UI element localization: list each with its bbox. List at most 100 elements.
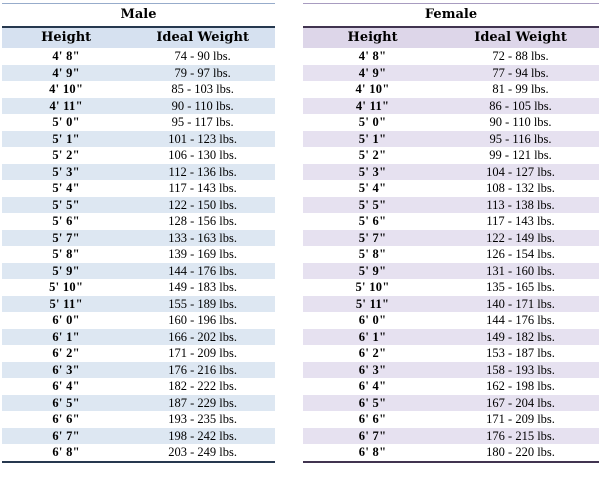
table-row: 5' 9" 131 - 160 lbs.	[303, 262, 599, 279]
ideal-weight-cell: 139 - 169 lbs.	[168, 247, 238, 261]
height-cell: 6' 7"	[358, 428, 387, 443]
height-cell: 5' 7"	[52, 230, 80, 245]
table-row: 6' 6" 193 - 235 lbs.	[2, 411, 275, 428]
table-row: 5' 11" 155 - 189 lbs.	[2, 295, 275, 312]
height-cell: 6' 5"	[52, 395, 80, 410]
height-cell: 6' 3"	[358, 362, 387, 377]
height-cell: 5' 10"	[49, 280, 84, 294]
ideal-weight-cell: 90 - 110 lbs.	[171, 98, 234, 113]
height-cell: 4' 11"	[49, 98, 83, 113]
ideal-weight-cell: 203 - 249 lbs.	[168, 445, 238, 459]
ideal-weight-cell: 160 - 196 lbs.	[168, 313, 238, 327]
ideal-weight-cell: 176 - 215 lbs.	[486, 428, 555, 443]
height-cell: 5' 9"	[358, 263, 387, 278]
table-row: 5' 2" 99 - 121 lbs.	[303, 147, 599, 164]
table-row: 5' 3" 104 - 127 lbs.	[303, 163, 599, 180]
ideal-weight-cell: 182 - 222 lbs.	[168, 379, 238, 393]
table-row: 5' 0" 95 - 117 lbs.	[2, 114, 275, 131]
ideal-weight-cell: 112 - 136 lbs.	[168, 164, 237, 179]
ideal-weight-cell: 140 - 171 lbs.	[486, 296, 555, 311]
height-cell: 6' 8"	[358, 445, 387, 459]
height-cell: 5' 2"	[358, 148, 387, 162]
table-row: 4' 10" 85 - 103 lbs.	[2, 81, 275, 98]
ideal-weight-cell: 135 - 165 lbs.	[486, 280, 555, 294]
ideal-weight-cell: 158 - 193 lbs.	[486, 362, 555, 377]
table-row: 4' 10" 81 - 99 lbs.	[303, 81, 599, 98]
table-row: 6' 6" 171 - 209 lbs.	[303, 411, 599, 428]
height-cell: 6' 2"	[358, 346, 387, 360]
table-row: 5' 7" 133 - 163 lbs.	[2, 229, 275, 246]
ideal-weight-cell: 99 - 121 lbs.	[489, 148, 552, 162]
ideal-weight-cell: 128 - 156 lbs.	[168, 214, 238, 228]
ideal-weight-cell: 113 - 138 lbs.	[486, 197, 555, 212]
height-cell: 6' 5"	[358, 395, 387, 410]
ideal-weight-cell: 122 - 149 lbs.	[486, 230, 555, 245]
male-table-body: 4' 8" 74 - 90 lbs. 4' 9" 79 - 97 lbs. 4' 10"…	[2, 48, 275, 463]
ideal-weight-cell: 149 - 183 lbs.	[168, 280, 238, 294]
male-table-header-row: Height Ideal Weight	[2, 28, 275, 48]
male-height-column-header: Height	[41, 30, 92, 45]
height-cell: 6' 2"	[52, 346, 80, 360]
table-row: 6' 4" 182 - 222 lbs.	[2, 378, 275, 395]
table-row: 5' 3" 112 - 136 lbs.	[2, 163, 275, 180]
table-row: 5' 5" 113 - 138 lbs.	[303, 196, 599, 213]
male-table-title: Male	[2, 3, 275, 28]
table-row: 5' 8" 126 - 154 lbs.	[303, 246, 599, 263]
height-cell: 4' 10"	[355, 82, 390, 96]
height-cell: 5' 3"	[52, 164, 80, 179]
table-row: 5' 10" 149 - 183 lbs.	[2, 279, 275, 296]
height-cell: 5' 6"	[52, 214, 80, 228]
height-cell: 5' 3"	[358, 164, 387, 179]
ideal-weight-cell: 126 - 154 lbs.	[486, 247, 555, 261]
height-cell: 6' 0"	[358, 313, 387, 327]
table-row: 4' 8" 74 - 90 lbs.	[2, 48, 275, 65]
ideal-weight-cell: 90 - 110 lbs.	[489, 115, 552, 129]
height-cell: 5' 1"	[52, 131, 80, 146]
ideal-weight-cell: 171 - 209 lbs.	[168, 346, 238, 360]
ideal-weight-cell: 167 - 204 lbs.	[486, 395, 555, 410]
ideal-weight-cell: 166 - 202 lbs.	[168, 329, 238, 344]
ideal-weight-cell: 72 - 88 lbs.	[492, 49, 549, 63]
table-row: 6' 3" 176 - 216 lbs.	[2, 361, 275, 378]
height-cell: 5' 0"	[52, 115, 80, 129]
ideal-weight-cell: 149 - 182 lbs.	[486, 329, 555, 344]
ideal-weight-cell: 81 - 99 lbs.	[492, 82, 549, 96]
table-row: 4' 9" 77 - 94 lbs.	[303, 64, 599, 81]
ideal-weight-cell: 86 - 105 lbs.	[489, 98, 552, 113]
ideal-weight-cell: 95 - 117 lbs.	[171, 115, 234, 129]
table-row: 4' 11" 86 - 105 lbs.	[303, 97, 599, 114]
height-cell: 5' 11"	[49, 296, 83, 311]
ideal-weight-cell: 74 - 90 lbs.	[174, 49, 231, 63]
table-row: 4' 8" 72 - 88 lbs.	[303, 48, 599, 65]
ideal-weight-cell: 79 - 97 lbs.	[174, 65, 231, 80]
height-cell: 5' 9"	[52, 263, 80, 278]
table-row: 6' 1" 149 - 182 lbs.	[303, 328, 599, 345]
height-cell: 5' 8"	[52, 247, 80, 261]
table-row: 6' 8" 180 - 220 lbs.	[303, 444, 599, 461]
height-cell: 5' 5"	[358, 197, 387, 212]
ideal-weight-cell: 101 - 123 lbs.	[168, 131, 238, 146]
height-cell: 4' 11"	[355, 98, 390, 113]
ideal-weight-cell: 85 - 103 lbs.	[171, 82, 234, 96]
height-cell: 5' 10"	[355, 280, 390, 294]
table-row: 5' 6" 117 - 143 lbs.	[303, 213, 599, 230]
table-row: 6' 7" 198 - 242 lbs.	[2, 427, 275, 444]
ideal-weight-cell: 106 - 130 lbs.	[168, 148, 238, 162]
ideal-weight-cell: 77 - 94 lbs.	[492, 65, 549, 80]
ideal-weight-cell: 117 - 143 lbs.	[486, 214, 555, 228]
ideal-weight-cell: 153 - 187 lbs.	[486, 346, 555, 360]
height-cell: 6' 4"	[52, 379, 80, 393]
female-ideal-weight-column-header: Ideal Weight	[474, 30, 567, 45]
ideal-weight-cell: 144 - 176 lbs.	[486, 313, 555, 327]
female-table-title: Female	[303, 3, 599, 28]
height-cell: 6' 6"	[52, 412, 80, 426]
ideal-weight-cell: 144 - 176 lbs.	[168, 263, 238, 278]
table-row: 5' 1" 101 - 123 lbs.	[2, 130, 275, 147]
table-row: 6' 3" 158 - 193 lbs.	[303, 361, 599, 378]
ideal-weight-cell: 104 - 127 lbs.	[486, 164, 555, 179]
table-row: 5' 9" 144 - 176 lbs.	[2, 262, 275, 279]
table-row: 5' 8" 139 - 169 lbs.	[2, 246, 275, 263]
table-row: 4' 9" 79 - 97 lbs.	[2, 64, 275, 81]
height-cell: 5' 6"	[358, 214, 387, 228]
height-cell: 5' 1"	[358, 131, 387, 146]
